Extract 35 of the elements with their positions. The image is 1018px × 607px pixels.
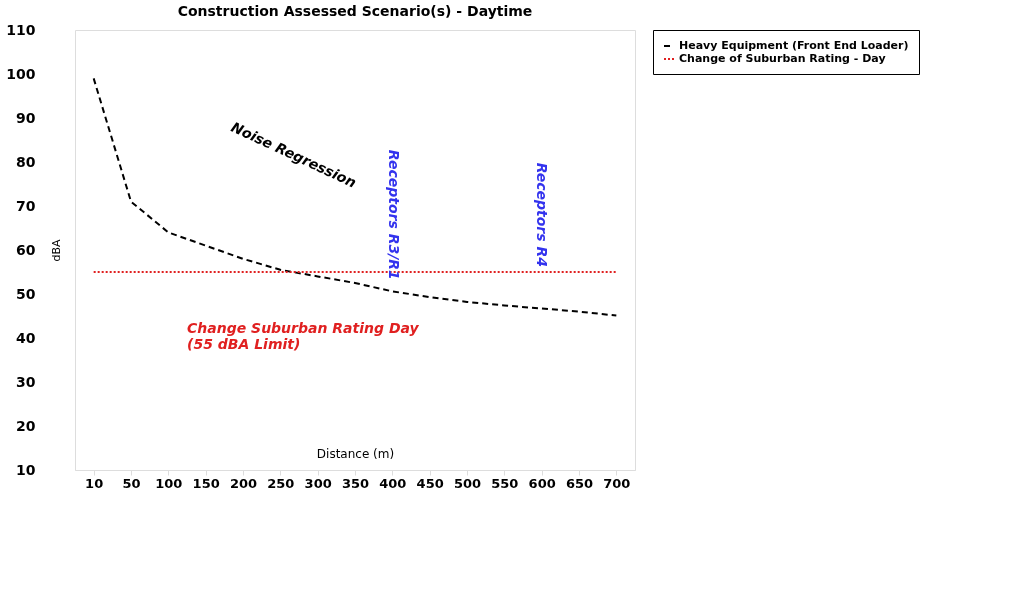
x-tick-label: 700 [603, 475, 631, 491]
chart-title: Construction Assessed Scenario(s) - Daytime [177, 3, 533, 19]
x-tick-label: 650 [565, 475, 594, 491]
line-series [92, 77, 618, 317]
legend-label: Change of Suburban Rating - Day [679, 52, 886, 65]
x-tick-label: 450 [416, 475, 444, 491]
x-tick-label: 500 [453, 475, 482, 491]
x-tick-label: 50 [122, 475, 141, 491]
x-axis-title: Distance (m) [316, 446, 395, 461]
y-tick-label: 60 [16, 241, 36, 258]
x-tick-label: 100 [155, 475, 183, 491]
y-tick-label: 70 [16, 197, 36, 214]
y-tick-label: 30 [16, 373, 36, 390]
x-tick-label: 350 [341, 475, 370, 491]
x-tick-label: 300 [304, 475, 332, 491]
x-tick-label: 600 [528, 475, 556, 491]
x-tick-label: 10 [85, 475, 104, 491]
x-tick-label: 200 [229, 475, 258, 491]
y-axis-title: dBA [49, 239, 63, 262]
y-tick-label: 20 [16, 417, 36, 434]
x-tick-label: 250 [267, 475, 295, 491]
legend-label: Heavy Equipment (Front End Loader) [679, 39, 909, 52]
x-tick-label: 550 [491, 475, 519, 491]
y-tick-label: 80 [16, 153, 36, 170]
y-tick-label: 100 [6, 65, 36, 82]
annotation: Change Suburban Rating Day (55 dBA Limit) [187, 320, 420, 353]
annotation: Receptors R4 [534, 162, 551, 267]
x-tick-label: 400 [379, 475, 407, 491]
annotation: Receptors R3/R1 [385, 149, 402, 280]
y-tick-label: 10 [16, 461, 36, 478]
y-tick-label: 50 [16, 285, 36, 302]
y-tick-label: 90 [16, 109, 36, 126]
x-tick-label: 150 [192, 475, 220, 491]
y-tick-label: 40 [16, 329, 36, 346]
y-tick-label: 110 [6, 21, 36, 38]
